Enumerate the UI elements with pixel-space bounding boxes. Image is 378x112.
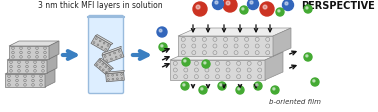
Polygon shape [94,59,112,75]
Polygon shape [178,37,273,56]
Circle shape [196,6,200,10]
Polygon shape [5,74,45,87]
Polygon shape [265,53,283,80]
Circle shape [263,6,267,10]
Circle shape [204,62,206,64]
Polygon shape [96,35,113,45]
Polygon shape [106,73,124,82]
Circle shape [193,3,207,17]
Circle shape [183,84,185,86]
Circle shape [218,82,226,90]
Circle shape [273,88,275,90]
Circle shape [157,28,167,38]
Polygon shape [9,47,49,59]
Circle shape [223,0,237,13]
Circle shape [276,9,284,17]
Polygon shape [91,36,111,53]
Text: b-oriented film: b-oriented film [269,98,321,104]
Circle shape [226,2,230,6]
Polygon shape [99,59,113,69]
Circle shape [250,2,253,5]
Circle shape [254,82,262,90]
Circle shape [161,45,163,48]
Circle shape [271,86,279,94]
Circle shape [256,84,258,86]
Circle shape [184,60,186,62]
Polygon shape [7,56,57,60]
Polygon shape [170,53,283,60]
Polygon shape [9,42,59,47]
Circle shape [220,84,222,86]
Polygon shape [5,69,55,74]
Text: 3 nm thick MFI layers in solution: 3 nm thick MFI layers in solution [38,1,162,10]
Circle shape [248,0,259,10]
Circle shape [304,54,312,61]
Circle shape [311,78,319,86]
Polygon shape [45,69,55,87]
Circle shape [242,9,244,11]
Circle shape [313,80,315,82]
Circle shape [182,58,190,66]
Circle shape [236,86,244,94]
Circle shape [159,30,162,33]
Circle shape [282,0,293,11]
Circle shape [181,82,189,90]
Polygon shape [49,42,59,59]
Polygon shape [106,71,124,74]
Circle shape [240,7,248,15]
Polygon shape [178,29,291,37]
Polygon shape [102,49,124,64]
Polygon shape [273,29,291,56]
Circle shape [285,3,288,6]
Polygon shape [170,60,265,80]
Circle shape [199,86,207,94]
Circle shape [306,8,308,10]
Polygon shape [102,47,121,56]
FancyBboxPatch shape [88,16,124,94]
Polygon shape [47,56,57,73]
Polygon shape [7,60,47,73]
Circle shape [215,2,218,5]
Circle shape [260,3,274,17]
Circle shape [278,11,280,13]
Circle shape [238,88,240,90]
Circle shape [304,6,312,14]
Circle shape [202,60,210,68]
Text: PERSPECTIVE: PERSPECTIVE [301,1,375,11]
Circle shape [201,88,203,90]
Circle shape [306,55,308,57]
Circle shape [159,44,167,52]
Circle shape [212,0,223,10]
